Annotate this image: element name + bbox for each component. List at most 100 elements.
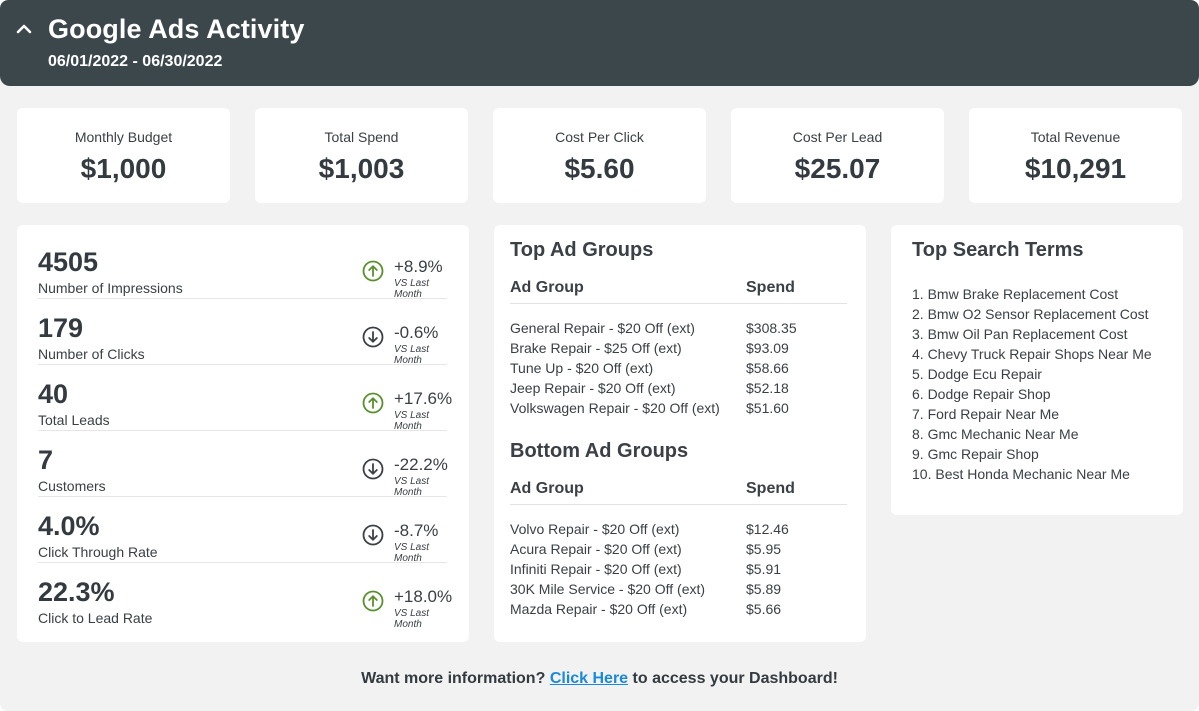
kpi-card-cost-per-lead: Cost Per Lead $25.07 xyxy=(731,108,944,203)
ad-group-name: General Repair - $20 Off (ext) xyxy=(510,320,695,336)
metric-row-clicks: 179 Number of Clicks -0.6% VS Last Month xyxy=(38,299,447,366)
search-term-item: 2. Bmw O2 Sensor Replacement Cost xyxy=(912,306,1149,322)
ad-groups-card: Top Ad Groups Ad Group Spend General Rep… xyxy=(494,225,866,642)
kpi-value: $5.60 xyxy=(564,153,635,184)
ad-group-name: Brake Repair - $25 Off (ext) xyxy=(510,340,682,356)
column-header-ad-group: Ad Group xyxy=(510,480,584,497)
metric-label: Total Leads xyxy=(38,412,110,428)
trend-percent: +8.9% xyxy=(394,257,443,276)
metric-label: Number of Clicks xyxy=(38,346,145,362)
search-term-item: 4. Chevy Truck Repair Shops Near Me xyxy=(912,346,1152,362)
bottom-ad-groups-title: Bottom Ad Groups xyxy=(510,440,689,462)
metric-label: Customers xyxy=(38,478,106,494)
kpi-label: Total Revenue xyxy=(1030,129,1121,145)
arrow-up-circle-icon xyxy=(362,392,384,414)
column-header-spend: Spend xyxy=(746,480,795,497)
column-header-ad-group: Ad Group xyxy=(510,279,584,296)
search-term-item: 9. Gmc Repair Shop xyxy=(912,446,1039,462)
ad-group-name: Volvo Repair - $20 Off (ext) xyxy=(510,521,680,537)
cta-prefix: Want more information? xyxy=(361,670,546,687)
metric-row-click-to-lead-rate: 22.3% Click to Lead Rate +18.0% VS Last … xyxy=(38,563,452,630)
kpi-label: Monthly Budget xyxy=(74,129,173,145)
trend-percent: -0.6% xyxy=(394,323,439,342)
ad-group-spend: $12.46 xyxy=(746,521,789,537)
trend-percent: +17.6% xyxy=(394,389,453,408)
dashboard-link[interactable]: Click Here xyxy=(549,670,629,687)
arrow-down-circle-icon xyxy=(362,326,384,348)
metric-label: Click to Lead Rate xyxy=(38,610,153,626)
arrow-down-circle-icon xyxy=(362,524,384,546)
metric-label: Number of Impressions xyxy=(38,280,183,296)
date-range: 06/01/2022 - 06/30/2022 xyxy=(48,53,223,70)
column-header-spend: Spend xyxy=(746,279,795,296)
dashboard-cta: Want more information? Click Here to acc… xyxy=(0,670,1199,688)
search-term-item: 6. Dodge Repair Shop xyxy=(912,386,1051,402)
metric-value: 7 xyxy=(38,445,54,475)
trend-percent: -22.2% xyxy=(394,455,448,474)
kpi-label: Total Spend xyxy=(324,129,399,145)
metric-value: 4505 xyxy=(38,247,99,277)
top-ad-groups-title: Top Ad Groups xyxy=(510,239,654,261)
kpi-card-total-revenue: Total Revenue $10,291 xyxy=(969,108,1182,203)
trend-percent: +18.0% xyxy=(394,587,453,606)
kpi-card-monthly-budget: Monthly Budget $1,000 xyxy=(17,108,230,203)
arrow-up-circle-icon xyxy=(362,260,384,282)
metric-row-customers: 7 Customers -22.2% VS Last Month xyxy=(38,431,448,498)
arrow-up-circle-icon xyxy=(362,590,384,612)
ad-group-spend: $58.66 xyxy=(746,360,789,376)
ad-group-spend: $5.89 xyxy=(746,581,782,597)
ad-group-spend: $5.91 xyxy=(746,561,782,577)
ad-group-name: Infiniti Repair - $20 Off (ext) xyxy=(510,561,682,577)
kpi-card-total-spend: Total Spend $1,003 xyxy=(255,108,468,203)
arrow-down-circle-icon xyxy=(362,458,384,480)
trend-caption: VS Last Month xyxy=(394,476,430,498)
report-header: Google Ads Activity 06/01/2022 - 06/30/2… xyxy=(0,0,1199,86)
metric-value: 179 xyxy=(38,313,84,343)
metric-row-impressions: 4505 Number of Impressions +8.9% VS Last… xyxy=(38,233,447,300)
search-term-item: 10. Best Honda Mechanic Near Me xyxy=(912,466,1130,482)
trend-caption: VS Last Month xyxy=(394,608,430,630)
chevron-up-icon[interactable] xyxy=(12,17,36,41)
top-search-terms-title: Top Search Terms xyxy=(912,239,1084,261)
metric-label: Click Through Rate xyxy=(38,544,158,560)
ad-group-spend: $308.35 xyxy=(746,320,797,336)
search-term-item: 8. Gmc Mechanic Near Me xyxy=(912,426,1079,442)
kpi-label: Cost Per Lead xyxy=(792,129,883,145)
kpi-card-cost-per-click: Cost Per Click $5.60 xyxy=(493,108,706,203)
search-terms-card: Top Search Terms 1. Bmw Brake Replacemen… xyxy=(891,225,1183,515)
metric-value: 4.0% xyxy=(38,511,100,541)
trend-caption: VS Last Month xyxy=(394,344,430,366)
metric-row-click-through-rate: 4.0% Click Through Rate -8.7% VS Last Mo… xyxy=(38,497,447,564)
ad-group-name: Mazda Repair - $20 Off (ext) xyxy=(510,601,688,617)
ad-group-spend: $5.95 xyxy=(746,541,782,557)
page-title: Google Ads Activity xyxy=(48,14,305,44)
table-header-divider xyxy=(510,303,847,304)
search-term-item: 7. Ford Repair Near Me xyxy=(912,406,1060,422)
ad-group-spend: $5.66 xyxy=(746,601,782,617)
trend-percent: -8.7% xyxy=(394,521,439,540)
trend-caption: VS Last Month xyxy=(394,278,430,300)
kpi-value: $25.07 xyxy=(794,153,881,184)
kpi-value: $1,003 xyxy=(318,153,405,184)
ad-group-name: 30K Mile Service - $20 Off (ext) xyxy=(510,581,706,597)
ad-group-name: Tune Up - $20 Off (ext) xyxy=(510,360,654,376)
kpi-label: Cost Per Click xyxy=(555,129,644,145)
kpi-value: $1,000 xyxy=(80,153,167,184)
metric-value: 40 xyxy=(38,379,69,409)
ad-group-name: Volkswagen Repair - $20 Off (ext) xyxy=(510,400,720,416)
search-term-item: 1. Bmw Brake Replacement Cost xyxy=(912,286,1119,302)
table-header-divider xyxy=(510,504,847,505)
kpi-value: $10,291 xyxy=(1024,153,1127,184)
ad-group-spend: $52.18 xyxy=(746,380,789,396)
trend-caption: VS Last Month xyxy=(394,542,430,564)
search-term-item: 5. Dodge Ecu Repair xyxy=(912,366,1042,382)
metrics-card: 4505 Number of Impressions +8.9% VS Last… xyxy=(17,225,469,642)
metric-value: 22.3% xyxy=(38,577,115,607)
ad-group-name: Acura Repair - $20 Off (ext) xyxy=(510,541,682,557)
cta-suffix: to access your Dashboard! xyxy=(632,670,838,687)
trend-caption: VS Last Month xyxy=(394,410,430,432)
ad-group-spend: $51.60 xyxy=(746,400,789,416)
search-term-item: 3. Bmw Oil Pan Replacement Cost xyxy=(912,326,1128,342)
ad-group-name: Jeep Repair - $20 Off (ext) xyxy=(510,380,676,396)
